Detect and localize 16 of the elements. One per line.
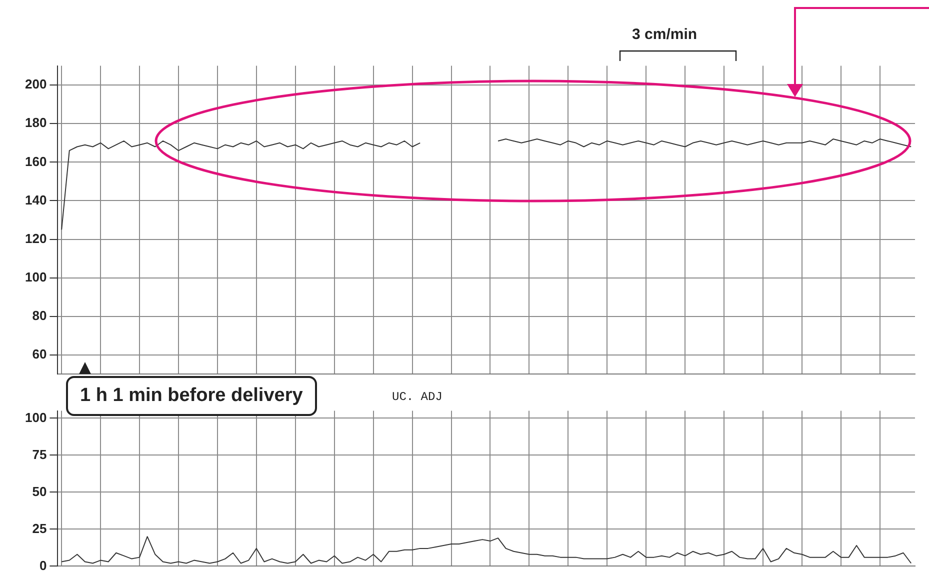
y-tick-label: 180 — [24, 115, 47, 130]
text: 1 h 1 min before delivery — [66, 376, 317, 416]
y-tick-label: 80 — [32, 308, 47, 323]
y-tick-label: 100 — [24, 410, 47, 425]
y-tick-label: 160 — [24, 154, 47, 169]
text: 3 cm/min — [632, 26, 698, 43]
y-tick-label: 25 — [32, 520, 47, 536]
y-tick-label: 0 — [39, 558, 47, 573]
y-tick-label: 100 — [24, 269, 47, 284]
y-tick-label: 50 — [32, 484, 47, 499]
text: UC. ADJ — [392, 390, 442, 404]
y-tick-label: 120 — [24, 230, 47, 246]
y-tick-label: 60 — [32, 346, 47, 362]
y-tick-label: 140 — [24, 192, 47, 208]
y-tick-label: 75 — [32, 446, 47, 462]
y-tick-label: 200 — [24, 76, 47, 92]
